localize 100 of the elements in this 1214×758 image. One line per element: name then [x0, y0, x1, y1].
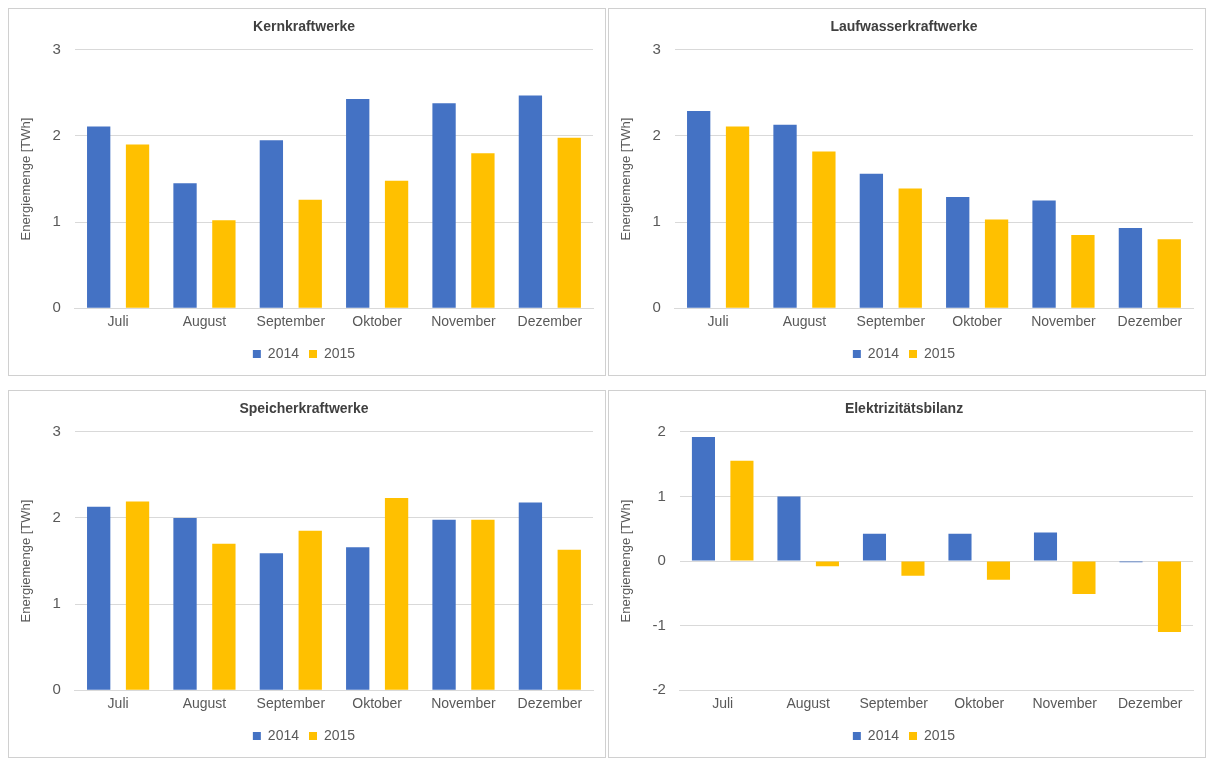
bar: [812, 151, 836, 308]
legend-label: 2015: [924, 344, 956, 361]
y-tick-label: 0: [52, 680, 61, 698]
bar: [773, 124, 797, 308]
y-tick-label: 2: [52, 508, 61, 526]
y-tick-label: 2: [657, 421, 666, 439]
x-tick-label: August: [786, 695, 831, 712]
bar: [777, 496, 801, 561]
bar: [1157, 561, 1182, 633]
y-tick-label: -2: [652, 680, 666, 698]
bar: [346, 547, 370, 690]
x-tick-label: Oktober: [954, 695, 1005, 712]
x-tick-label: September: [859, 695, 929, 712]
y-tick-label: 0: [657, 551, 666, 569]
x-tick-label: Dezember: [1117, 695, 1183, 712]
bar: [259, 553, 284, 690]
bar: [725, 126, 750, 308]
x-tick-label: November: [431, 695, 497, 712]
x-tick-label: August: [182, 313, 227, 330]
bar: [87, 506, 111, 690]
y-tick-label: 3: [52, 39, 61, 57]
chart-title: Speicherkraftwerke: [239, 400, 369, 417]
y-tick-label: 1: [657, 486, 666, 504]
bar: [384, 180, 409, 308]
bar: [687, 110, 711, 308]
bar: [212, 220, 236, 308]
x-tick-label: November: [1031, 313, 1097, 330]
y-tick-label: 0: [652, 298, 661, 316]
bar: [298, 530, 322, 690]
x-tick-label: September: [856, 313, 926, 330]
x-tick-label: Juli: [707, 313, 729, 330]
bar: [298, 199, 322, 308]
bar: [471, 153, 495, 308]
y-tick-label: 2: [52, 126, 61, 144]
chart-title: Laufwasserkraftwerke: [830, 18, 978, 35]
x-tick-label: Juli: [107, 695, 129, 712]
bar: [471, 519, 495, 690]
bar: [173, 517, 197, 690]
y-axis-title: Energiemenge [TWh]: [618, 499, 634, 623]
bar: [346, 98, 370, 308]
chart-title: Elektrizitätsbilanz: [844, 400, 964, 417]
y-tick-label: 3: [652, 39, 661, 57]
y-tick-label: 2: [652, 126, 661, 144]
chart-title: Kernkraftwerke: [253, 18, 356, 35]
x-tick-label: September: [256, 313, 326, 330]
x-tick-label: Dezember: [517, 695, 583, 712]
x-tick-label: August: [182, 695, 227, 712]
bar: [691, 436, 715, 561]
bar: [384, 498, 409, 690]
x-tick-label: Dezember: [1117, 313, 1183, 330]
bar: [432, 103, 456, 308]
bar: [901, 561, 925, 576]
bar: [862, 533, 887, 561]
x-tick-label: Oktober: [952, 313, 1003, 330]
bar: [984, 219, 1009, 308]
y-tick-label: 1: [52, 212, 61, 230]
bar: [432, 519, 456, 690]
y-tick-label: 1: [52, 594, 61, 612]
legend-label: 2014: [267, 344, 300, 361]
y-tick-label: 3: [52, 421, 61, 439]
x-tick-label: Juli: [107, 313, 129, 330]
legend-label: 2014: [867, 726, 900, 743]
y-axis-title: Energiemenge [TWh]: [618, 117, 634, 241]
bar: [986, 561, 1011, 580]
bar: [259, 140, 284, 308]
bar: [1072, 561, 1096, 594]
bar: [1071, 234, 1095, 308]
bar: [87, 126, 111, 308]
x-tick-label: August: [782, 313, 827, 330]
bar: [1032, 200, 1056, 308]
bar: [1033, 532, 1058, 561]
bar: [518, 502, 543, 690]
legend-label: 2015: [324, 344, 356, 361]
x-tick-label: Juli: [712, 695, 734, 712]
bar: [730, 460, 754, 561]
y-axis-title: Energiemenge [TWh]: [18, 499, 34, 623]
bar: [859, 173, 884, 308]
bar: [173, 183, 197, 308]
bar: [898, 188, 922, 308]
x-tick-label: Dezember: [517, 313, 583, 330]
bar: [125, 501, 150, 690]
x-tick-label: Oktober: [352, 695, 403, 712]
legend-label: 2014: [267, 726, 300, 743]
bar: [125, 144, 150, 308]
bar: [518, 95, 543, 308]
bar: [946, 197, 970, 308]
y-axis-title: Energiemenge [TWh]: [18, 117, 34, 241]
legend-label: 2014: [867, 344, 900, 361]
legend-label: 2015: [324, 726, 356, 743]
legend-label: 2015: [924, 726, 956, 743]
bar: [557, 549, 581, 690]
bar: [948, 533, 972, 561]
x-tick-label: November: [431, 313, 497, 330]
y-tick-label: -1: [652, 615, 666, 633]
y-tick-label: 1: [652, 212, 661, 230]
x-tick-label: November: [1032, 695, 1098, 712]
bar: [1118, 228, 1143, 308]
x-tick-label: September: [256, 695, 326, 712]
bar: [557, 137, 581, 308]
y-tick-label: 0: [52, 298, 61, 316]
